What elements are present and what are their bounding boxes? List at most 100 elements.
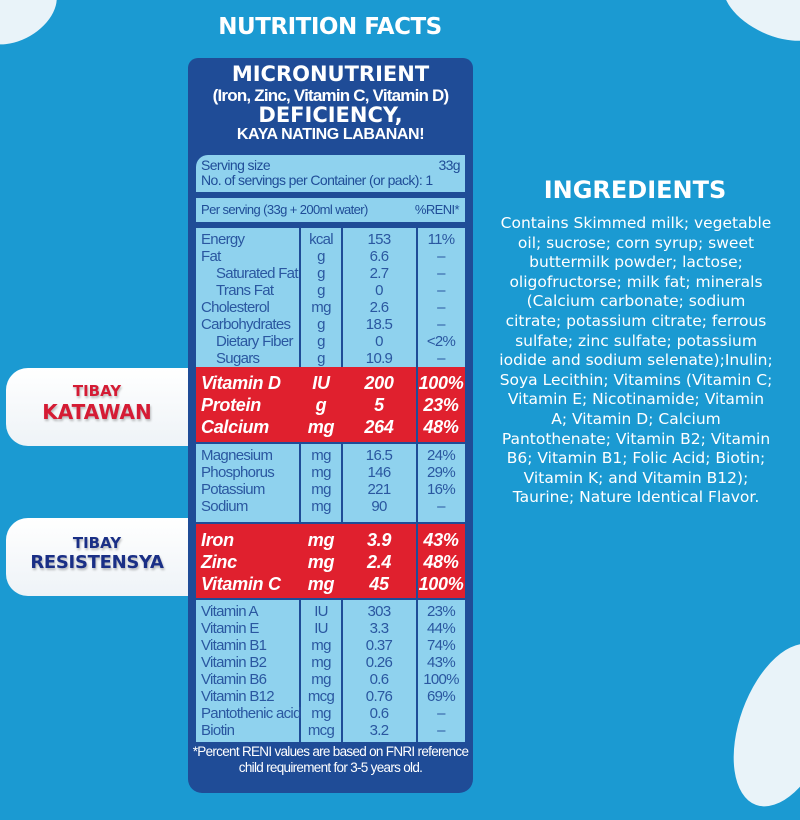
nutrient-reni: – xyxy=(437,350,445,367)
nutrient-amount: 221 xyxy=(367,481,392,498)
nutrient-unit: mg xyxy=(311,464,331,481)
nutrient-unit: mg xyxy=(307,552,335,572)
nutrient-name: Vitamin C xyxy=(201,574,281,594)
nutrient-name: Cholesterol xyxy=(201,299,270,316)
milk-splash-top-right xyxy=(712,0,800,56)
nutrient-unit: g xyxy=(317,265,325,282)
nutrient-row: Vitamin B2 mg 0.26 43% xyxy=(196,654,465,671)
nutrient-amount: 0.37 xyxy=(365,637,393,654)
nutrient-name: Dietary Fiber xyxy=(216,333,293,350)
nutrient-amount: 2.4 xyxy=(366,552,392,572)
ingredients-line: (Calcium carbonate; sodium xyxy=(526,292,746,311)
nutrient-name: Vitamin A xyxy=(201,603,258,620)
tibay-resistensya-label: TIBAY RESISTENSYA xyxy=(6,518,188,596)
nutrient-name: Fat xyxy=(201,248,221,265)
per-serving-label: Per serving (33g + 200ml water) xyxy=(201,202,368,217)
nutrient-row: Vitamin D IU 200 100% xyxy=(196,372,465,394)
reni-label: %RENI* xyxy=(414,202,460,217)
column-divider xyxy=(341,600,343,742)
nutrient-block: Energy kcal 153 11% Fat g 6.6 – Saturated Fat g 2.… xyxy=(196,228,465,367)
nutrient-row: Magnesium mg 16.5 24% xyxy=(196,447,465,464)
nutrient-unit: mg xyxy=(307,417,335,437)
highlight-block: Iron mg 3.9 43% Zinc mg 2.4 48% Vitamin C mg 45 100… xyxy=(196,524,465,598)
nutrient-amount: 90 xyxy=(371,498,387,515)
nutrient-reni: 23% xyxy=(427,603,456,620)
nutrient-name: Vitamin E xyxy=(201,620,259,637)
header-slogan: KAYA NATING LABANAN! xyxy=(236,126,425,143)
ingredients-line: oil; sucrose; corn syrup; sweet xyxy=(517,233,755,252)
nutrient-row: Vitamin B1 mg 0.37 74% xyxy=(196,637,465,654)
column-divider xyxy=(416,367,418,442)
ingredients-line: B6; Vitamin B1; Folic Acid; Biotin; xyxy=(506,449,766,468)
ingredients-line: Taurine; Nature Identical Flavor. xyxy=(512,488,760,507)
nutrient-unit: g xyxy=(317,282,325,299)
footnote-line2: child requirement for 3-5 years old. xyxy=(238,760,423,775)
nutrient-row: Vitamin A IU 303 23% xyxy=(196,603,465,620)
nutrient-unit: mg xyxy=(311,481,331,498)
nutrient-name: Vitamin D xyxy=(201,373,281,393)
serving-box: Serving size 33g No. of servings per Cont… xyxy=(196,155,465,192)
nutrient-amount: 0 xyxy=(375,333,383,350)
nutrient-reni: – xyxy=(437,316,445,333)
nutrient-amount: 6.6 xyxy=(369,248,389,265)
nutrient-unit: mg xyxy=(311,637,331,654)
nutrient-row: Cholesterol mg 2.6 – xyxy=(196,299,465,316)
nutrient-amount: 16.5 xyxy=(365,447,393,464)
nutrient-amount: 10.9 xyxy=(365,350,393,367)
nutrient-block: Magnesium mg 16.5 24% Phosphorus mg 146 29% Pota… xyxy=(196,444,465,522)
nutrient-amount: 0.76 xyxy=(365,688,393,705)
nutrient-name: Vitamin B12 xyxy=(201,688,275,705)
nutrient-unit: mg xyxy=(307,574,335,594)
nutrient-amount: 264 xyxy=(364,417,394,437)
nutrient-amount: 303 xyxy=(367,603,392,620)
nutrient-row: Protein g 5 23% xyxy=(196,394,465,416)
nutrient-reni: 43% xyxy=(427,654,456,671)
ingredients-line: buttermilk powder; lactose; xyxy=(529,253,743,272)
nutrient-reni: 24% xyxy=(427,447,456,464)
nutrient-reni: 44% xyxy=(427,620,456,637)
nutrient-reni: 23% xyxy=(423,395,459,415)
nutrient-name: Vitamin B2 xyxy=(201,654,267,671)
nutrient-reni: 100% xyxy=(418,373,464,393)
nutrient-reni: – xyxy=(437,722,445,739)
nutrient-row: Zinc mg 2.4 48% xyxy=(196,551,465,573)
nutrient-row: Saturated Fat g 2.7 – xyxy=(196,265,465,282)
column-divider xyxy=(416,444,418,522)
nutrient-row: Phosphorus mg 146 29% xyxy=(196,464,465,481)
nutrient-name: Calcium xyxy=(201,417,269,437)
nutrient-unit: mg xyxy=(311,671,331,688)
nutrition-facts-title: NUTRITION FACTS xyxy=(218,14,442,40)
nutrient-name: Phosphorus xyxy=(201,464,275,481)
nutrient-amount: 0 xyxy=(375,282,383,299)
nutrient-row: Sodium mg 90 – xyxy=(196,498,465,515)
nutrient-name: Energy xyxy=(201,231,245,248)
nutrient-reni: 69% xyxy=(427,688,456,705)
nutrient-name: Protein xyxy=(201,395,261,415)
nutrient-name: Zinc xyxy=(201,552,237,572)
nutrient-unit: mg xyxy=(311,654,331,671)
column-divider xyxy=(341,444,343,522)
header-micronutrient: MICRONUTRIENT xyxy=(231,62,430,86)
column-divider xyxy=(416,228,418,367)
nutrient-row: Sugars g 10.9 – xyxy=(196,350,465,367)
nutrient-reni: 100% xyxy=(423,671,459,688)
nutrient-amount: 3.9 xyxy=(366,530,392,550)
table-header: Per serving (33g + 200ml water) %RENI* xyxy=(196,198,465,222)
nutrient-reni: 11% xyxy=(427,231,456,248)
nutrient-unit: g xyxy=(315,395,327,415)
nutrient-row: Vitamin C mg 45 100% xyxy=(196,573,465,595)
nutrient-amount: 3.2 xyxy=(369,722,389,739)
ingredients-line: oligofructorse; milk fat; minerals xyxy=(509,272,763,291)
nutrient-unit: g xyxy=(317,350,325,367)
nutrient-reni: – xyxy=(437,299,445,316)
nutrient-name: Potassium xyxy=(201,481,265,498)
nutrient-unit: mg xyxy=(307,530,335,550)
header-deficiency: DEFICIENCY, xyxy=(258,103,403,127)
milk-splash-bottom-right xyxy=(713,629,800,820)
label-bottom: KATAWAN xyxy=(42,400,152,424)
nutrient-unit: mg xyxy=(311,498,331,515)
footnote-line1: *Percent RENI values are based on FNRI r… xyxy=(192,744,469,759)
nutrient-amount: 45 xyxy=(369,574,389,594)
nutrient-reni: 43% xyxy=(423,530,459,550)
nutrient-name: Sugars xyxy=(216,350,260,367)
